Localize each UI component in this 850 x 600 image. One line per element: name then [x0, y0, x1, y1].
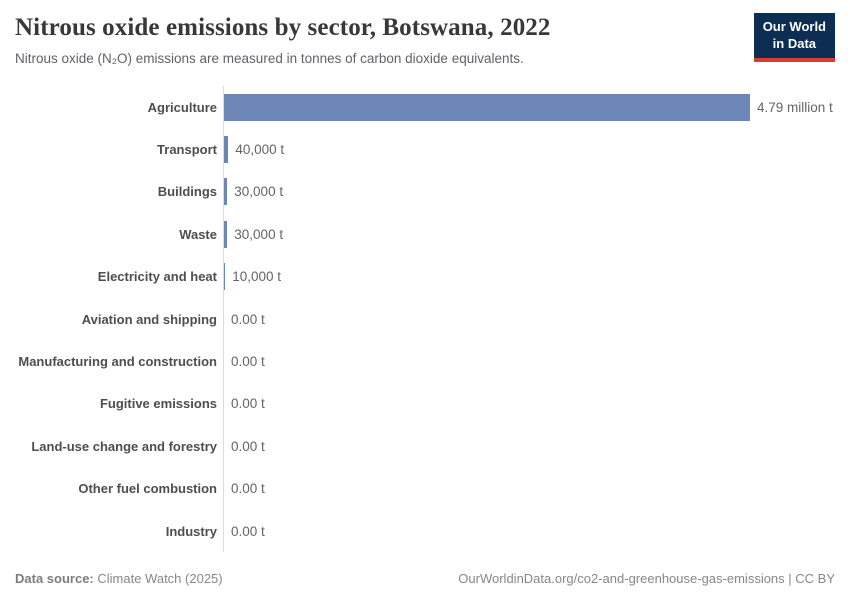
- chart-row: Manufacturing and construction 0.00 t: [15, 340, 835, 383]
- chart-row: Industry 0.00 t: [15, 509, 835, 553]
- bar[interactable]: [224, 220, 228, 248]
- category-label: Electricity and heat: [97, 269, 217, 285]
- chart-row: Land-use change and forestry 0.00 t: [15, 425, 835, 468]
- bar[interactable]: [224, 93, 750, 121]
- bar-area: 0.00 t: [223, 340, 835, 383]
- value-label: 0.00 t: [231, 396, 265, 412]
- bar-area: 0.00 t: [223, 509, 835, 553]
- value-label: 0.00 t: [231, 354, 265, 370]
- page-title: Nitrous oxide emissions by sector, Botsw…: [15, 14, 551, 41]
- bar[interactable]: [224, 263, 226, 291]
- category-label: Fugitive emissions: [99, 396, 217, 412]
- owid-logo-line-1: Our World: [762, 19, 826, 34]
- category-label: Transport: [157, 142, 217, 158]
- bar-area: 30,000 t: [223, 213, 835, 256]
- category-label: Industry: [165, 523, 217, 539]
- chart-rows: Agriculture 4.79 million t Transport 40,000…: [15, 86, 835, 553]
- chart-row: Electricity and heat 10,000 t: [15, 255, 835, 298]
- bar-area: 4.79 million t: [223, 86, 835, 129]
- data-source-value: Climate Watch (2025): [97, 571, 223, 586]
- category-label: Land-use change and forestry: [31, 438, 217, 454]
- value-label: 40,000 t: [235, 142, 285, 158]
- value-label: 4.79 million t: [757, 99, 833, 115]
- chart-header: Nitrous oxide emissions by sector, Botsw…: [15, 13, 835, 68]
- category-label: Manufacturing and construction: [18, 354, 217, 370]
- data-source-label: Data source:: [15, 571, 94, 586]
- chart-row: Buildings 30,000 t: [15, 170, 835, 214]
- category-label: Other fuel combustion: [78, 481, 217, 497]
- value-label: 30,000 t: [234, 226, 284, 242]
- bar-area: 30,000 t: [223, 170, 835, 214]
- chart-row: Aviation and shipping 0.00 t: [15, 297, 835, 341]
- chart-row: Transport 40,000 t: [15, 128, 835, 171]
- value-label: 0.00 t: [231, 438, 265, 454]
- chart-row: Fugitive emissions 0.00 t: [15, 382, 835, 426]
- owid-logo-line-2: in Data: [772, 35, 817, 51]
- category-label: Aviation and shipping: [81, 311, 217, 327]
- page-subtitle: Nitrous oxide (N₂O) emissions are measur…: [15, 51, 524, 66]
- bar-area: 0.00 t: [223, 382, 835, 426]
- chart-row: Agriculture 4.79 million t: [15, 86, 835, 129]
- value-label: 10,000 t: [232, 269, 281, 285]
- value-label: 0.00 t: [231, 481, 265, 497]
- bar-area: 0.00 t: [223, 297, 835, 341]
- bar-area: 0.00 t: [223, 467, 835, 510]
- bar-area: 10,000 t: [223, 255, 835, 298]
- value-label: 0.00 t: [231, 523, 265, 539]
- value-label: 30,000 t: [234, 184, 284, 200]
- bar-area: 40,000 t: [223, 128, 835, 171]
- chart-footer: Data source: Climate Watch (2025) OurWor…: [15, 571, 835, 586]
- footer-link[interactable]: OurWorldinData.org/co2-and-greenhouse-ga…: [458, 571, 835, 586]
- category-label: Agriculture: [147, 99, 217, 115]
- bar[interactable]: [224, 136, 229, 164]
- bar-area: 0.00 t: [223, 425, 835, 468]
- value-label: 0.00 t: [231, 311, 265, 327]
- category-label: Waste: [179, 226, 217, 242]
- bar[interactable]: [224, 178, 228, 206]
- chart-row: Other fuel combustion 0.00 t: [15, 467, 835, 510]
- category-label: Buildings: [157, 184, 217, 200]
- data-source: Data source: Climate Watch (2025): [15, 571, 223, 586]
- bar-chart: Agriculture 4.79 million t Transport 40,000…: [15, 86, 835, 553]
- owid-logo[interactable]: Our World in Data: [753, 13, 835, 62]
- chart-row: Waste 30,000 t: [15, 213, 835, 256]
